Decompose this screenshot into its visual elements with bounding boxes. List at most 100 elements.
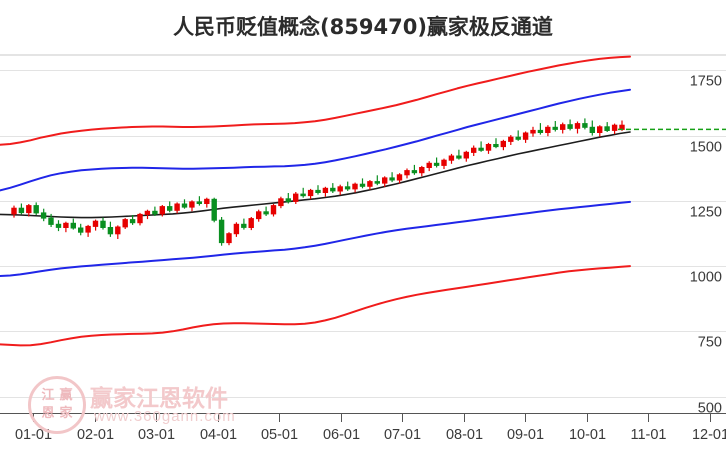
y-axis-label: 1750 xyxy=(690,74,722,90)
candle-body xyxy=(448,155,455,161)
candle-body xyxy=(293,193,299,202)
candle-body xyxy=(226,233,232,244)
x-axis-label: 02-01 xyxy=(77,427,114,443)
candle-body xyxy=(204,198,210,205)
candle-body xyxy=(604,126,610,132)
series-极反通道次上轨 xyxy=(0,88,631,192)
candle-body xyxy=(589,126,595,134)
candle-body xyxy=(508,136,514,142)
candle-body xyxy=(493,144,499,148)
candle-body xyxy=(241,223,247,228)
candle-body xyxy=(485,144,492,151)
candle-body xyxy=(478,147,484,151)
candle-body xyxy=(344,186,351,190)
candle-body xyxy=(159,206,166,215)
candle-body xyxy=(433,162,440,166)
series-极反通道中轨 xyxy=(0,131,631,219)
x-axis-label: 03-01 xyxy=(138,427,175,443)
y-axis-label: 1250 xyxy=(690,205,722,221)
candle-body xyxy=(411,170,418,174)
candle-body xyxy=(611,124,618,131)
chart-title: 人民币贬值概念(859470)赢家极反通道 xyxy=(173,15,553,39)
candle-body xyxy=(233,223,240,235)
candle-body xyxy=(167,206,173,211)
candle-body xyxy=(278,198,284,207)
candle-body xyxy=(300,193,306,197)
candle-body xyxy=(211,198,217,221)
candle-body xyxy=(582,123,588,128)
candle-body xyxy=(389,177,395,181)
candle-body xyxy=(270,205,277,215)
candle-body xyxy=(55,223,62,228)
candle-body xyxy=(92,220,99,227)
candle-body xyxy=(256,211,262,220)
candle-body xyxy=(500,140,507,148)
candle-body xyxy=(396,174,403,181)
candle-body xyxy=(33,205,39,214)
candle-body xyxy=(471,147,477,153)
candle-body xyxy=(330,187,336,192)
y-axis-label: 1000 xyxy=(690,270,722,286)
x-axis-label: 12-01 xyxy=(692,427,726,443)
candle-body xyxy=(78,227,84,233)
candle-body xyxy=(137,213,143,224)
x-axis-label: 06-01 xyxy=(323,427,360,443)
candle-body xyxy=(456,155,462,159)
candle-body xyxy=(85,225,91,233)
candle-body xyxy=(560,124,566,130)
x-axis-label: 07-01 xyxy=(384,427,421,443)
candle-body xyxy=(263,211,269,215)
candle-body xyxy=(322,187,329,194)
candle-body xyxy=(40,212,47,219)
candle-body xyxy=(70,222,76,229)
candle-body xyxy=(374,181,381,184)
candle-body xyxy=(352,183,358,190)
candle-body xyxy=(419,167,425,174)
y-axis-label: 750 xyxy=(698,335,722,351)
series-极反通道上轨 xyxy=(0,55,631,146)
candle-body xyxy=(218,219,225,244)
candle-body xyxy=(26,205,32,214)
x-axis-label: 08-01 xyxy=(446,427,483,443)
candle-body xyxy=(63,222,69,229)
candle-body xyxy=(574,123,581,129)
candle-body xyxy=(515,136,521,140)
series-极反通道下轨 xyxy=(0,265,631,347)
x-axis-label: 05-01 xyxy=(261,427,298,443)
candle-body xyxy=(597,126,603,134)
candle-body xyxy=(152,210,158,215)
candle-body xyxy=(537,129,544,133)
candle-body xyxy=(48,217,54,225)
candle-body xyxy=(307,189,314,197)
candle-body xyxy=(530,129,536,134)
candle-body xyxy=(100,220,106,228)
candle-body xyxy=(122,219,128,228)
candle-body xyxy=(426,162,432,169)
candle-body xyxy=(337,186,343,192)
candle-body xyxy=(441,159,447,166)
candle-body xyxy=(567,124,573,129)
candle-body xyxy=(359,183,366,187)
y-axis-label: 500 xyxy=(698,401,722,417)
candle-body xyxy=(181,203,188,208)
candle-body xyxy=(18,207,25,214)
candle-body xyxy=(285,198,292,202)
candlestick-series xyxy=(11,118,625,246)
x-axis-label: 09-01 xyxy=(507,427,544,443)
y-axis-label: 1500 xyxy=(690,140,722,156)
candle-body xyxy=(115,226,121,235)
candle-body xyxy=(463,151,470,159)
candle-body xyxy=(189,201,195,208)
candle-body xyxy=(315,189,321,193)
candle-body xyxy=(129,219,136,224)
x-axis-label: 10-01 xyxy=(569,427,606,443)
candle-body xyxy=(552,126,558,130)
x-axis-label: 11-01 xyxy=(630,427,666,443)
candle-body xyxy=(545,126,551,134)
candle-body xyxy=(196,201,203,204)
candle-body xyxy=(522,132,529,140)
candle-body xyxy=(382,177,388,184)
candle-body xyxy=(404,170,410,176)
